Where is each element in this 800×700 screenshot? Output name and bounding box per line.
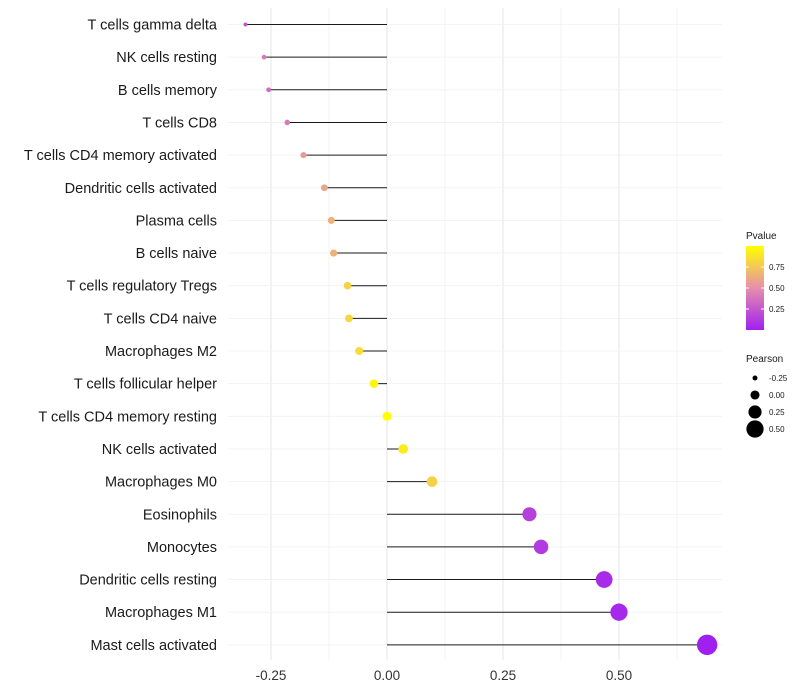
size-legend-point [752, 375, 758, 381]
category-label: T cells CD4 naive [104, 311, 217, 327]
category-label: Dendritic cells resting [79, 573, 217, 589]
data-point [343, 281, 352, 290]
size-legend-label: 0.00 [769, 391, 785, 400]
category-label: T cells follicular helper [74, 377, 217, 393]
category-label: NK cells activated [102, 442, 217, 458]
data-point [345, 314, 353, 323]
data-point [266, 87, 272, 93]
colorbar-tick-label: 0.75 [769, 263, 785, 272]
data-point [522, 507, 537, 522]
data-point [284, 119, 291, 126]
data-point [355, 346, 364, 356]
data-point [300, 152, 307, 159]
category-label: T cells gamma delta [88, 18, 218, 34]
data-point [327, 216, 335, 224]
data-point [382, 411, 392, 421]
category-label: T cells regulatory Tregs [67, 279, 217, 295]
category-label: NK cells resting [116, 50, 217, 66]
size-legend-label: 0.50 [769, 425, 785, 434]
pearson-legend: Pearson -0.25 0.00 0.25 0.50 [746, 354, 788, 438]
x-tick-label: -0.25 [256, 668, 287, 683]
points [243, 22, 718, 656]
pvalue-legend-ticks: 0.25 0.50 0.75 [746, 263, 785, 314]
category-label: Dendritic cells activated [65, 181, 217, 197]
category-label: Macrophages M2 [105, 344, 217, 360]
data-point [696, 634, 718, 656]
category-label: Macrophages M1 [105, 605, 217, 621]
category-label: T cells CD8 [142, 115, 217, 131]
category-label: B cells naive [136, 246, 217, 262]
data-point [243, 22, 248, 27]
pvalue-colorbar [746, 246, 764, 330]
data-point [261, 54, 267, 60]
category-label: T cells CD4 memory resting [38, 409, 217, 425]
x-tick-label: 0.00 [374, 668, 400, 683]
stems [245, 24, 708, 646]
x-axis-ticks: -0.25 0.00 0.25 0.50 [256, 668, 633, 683]
x-tick-label: 0.25 [490, 668, 516, 683]
size-legend-point [750, 390, 760, 400]
category-label: Eosinophils [143, 507, 217, 523]
size-legend-label: -0.25 [769, 374, 788, 383]
pearson-legend-title: Pearson [746, 354, 783, 365]
category-label: Mast cells activated [90, 638, 217, 654]
size-legend-point [746, 420, 764, 438]
grid-lines [228, 8, 722, 660]
size-legend-label: 0.25 [769, 408, 785, 417]
data-point [533, 539, 549, 555]
pvalue-legend-title: Pvalue [746, 231, 777, 242]
data-point [595, 571, 613, 588]
data-point [398, 444, 409, 454]
category-labels: T cells gamma delta NK cells resting B cel… [24, 18, 218, 654]
category-label: Monocytes [147, 540, 217, 556]
data-point [369, 379, 379, 388]
category-label: Plasma cells [136, 213, 217, 229]
colorbar-tick-label: 0.25 [769, 305, 785, 314]
data-point [320, 184, 328, 192]
x-tick-label: 0.50 [606, 668, 632, 683]
colorbar-tick-label: 0.50 [769, 284, 785, 293]
category-label: B cells memory [118, 83, 218, 99]
data-point [426, 476, 438, 487]
pvalue-legend: Pvalue 0.25 0.50 0.75 [746, 231, 785, 330]
data-point [610, 603, 628, 621]
category-label: T cells CD4 memory activated [24, 148, 217, 164]
pearson-legend-items: -0.25 0.00 0.25 0.50 [746, 374, 788, 438]
data-point [330, 249, 338, 257]
category-label: Macrophages M0 [105, 475, 217, 491]
size-legend-point [748, 405, 762, 419]
